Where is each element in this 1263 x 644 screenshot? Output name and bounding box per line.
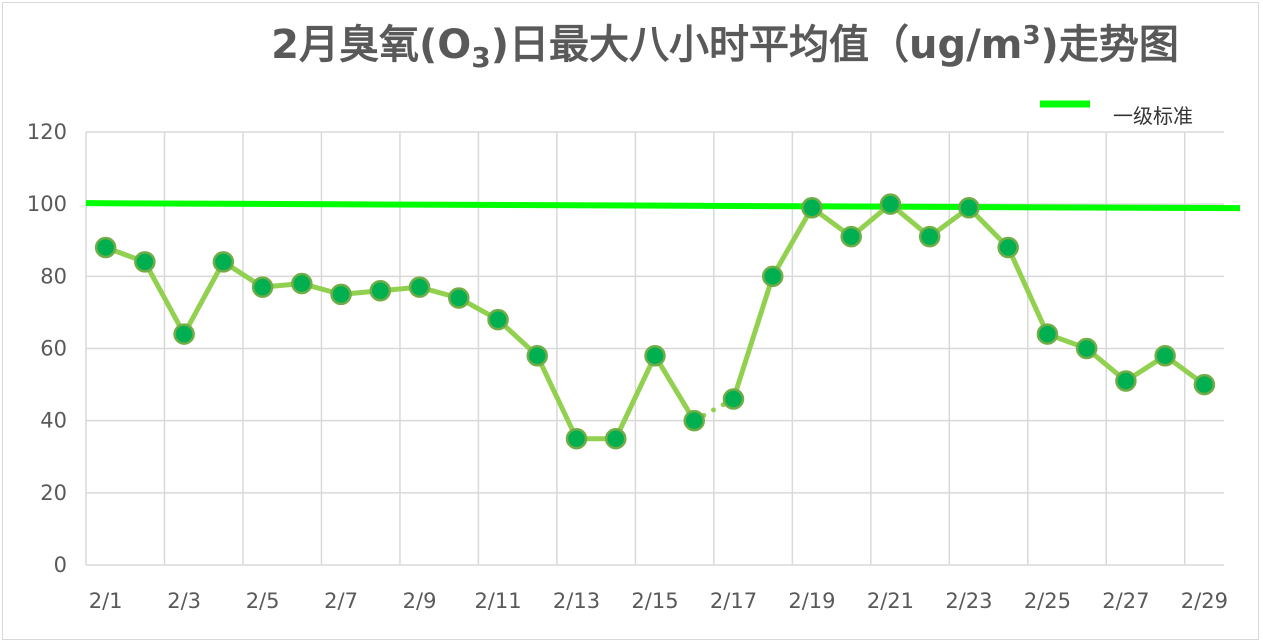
data-point <box>565 427 588 450</box>
y-tick-label: 80 <box>40 264 67 288</box>
x-tick-label: 2/7 <box>324 589 358 613</box>
data-point <box>644 344 666 367</box>
series-segment <box>613 353 658 442</box>
reference-line-first-level <box>85 200 1241 212</box>
data-point <box>212 251 235 273</box>
data-point <box>291 272 313 295</box>
series-segment <box>181 259 226 337</box>
series-segment <box>1005 244 1050 337</box>
y-tick-label: 40 <box>40 409 67 433</box>
y-axis-ticks: 0 20 40 60 80 100 120 <box>27 120 67 577</box>
x-tick-label: 2/23 <box>945 589 992 613</box>
y-tick-label: 120 <box>27 120 67 144</box>
data-point <box>134 251 156 273</box>
y-tick-label: 20 <box>40 481 67 505</box>
y-tick-label: 100 <box>27 192 67 216</box>
series-segment <box>652 353 697 424</box>
x-tick-label: 2/19 <box>788 589 835 613</box>
data-point <box>958 197 980 219</box>
data-point <box>879 193 902 215</box>
data-point <box>369 280 392 302</box>
data-point <box>761 265 784 288</box>
series-segment <box>534 353 580 442</box>
x-tick-label: 2/25 <box>1024 589 1071 613</box>
legend: 一级标准 <box>1040 100 1193 128</box>
series-group <box>94 193 1216 450</box>
data-point <box>1036 323 1059 345</box>
x-tick-label: 2/9 <box>403 589 437 613</box>
x-tick-label: 2/17 <box>710 589 757 613</box>
data-point <box>251 276 274 298</box>
x-tick-label: 2/5 <box>246 589 280 613</box>
data-point <box>722 388 745 410</box>
series-segment <box>730 273 776 402</box>
x-tick-label: 2/15 <box>631 589 678 613</box>
data-point <box>801 197 823 219</box>
data-point <box>683 409 705 432</box>
data-point <box>487 308 509 331</box>
data-point <box>408 276 431 298</box>
data-point <box>840 225 862 248</box>
data-point <box>448 287 470 309</box>
y-tick-label: 0 <box>54 553 67 577</box>
data-point <box>526 344 549 367</box>
data-point <box>918 225 941 248</box>
chart-title: 2月臭氧(O3)日最大八小时平均值（ug/m3)走势图 <box>271 21 1179 74</box>
series-segment <box>770 205 815 279</box>
data-point <box>605 427 627 450</box>
data-point <box>173 323 195 345</box>
x-tick-label: 2/29 <box>1181 589 1228 613</box>
x-tick-label: 2/1 <box>89 589 123 613</box>
data-point <box>1193 373 1216 396</box>
x-axis-ticks: 2/1 2/3 2/5 2/7 2/9 2/11 2/13 2/15 2/17 2/19 2/21 2… <box>89 589 1228 613</box>
y-tick-label: 60 <box>40 337 67 361</box>
data-point <box>94 236 117 259</box>
series-segment <box>142 259 187 337</box>
x-tick-label: 2/3 <box>167 589 201 613</box>
x-tick-label: 2/11 <box>474 589 521 613</box>
x-tick-label: 2/27 <box>1102 589 1149 613</box>
data-point <box>1075 337 1098 360</box>
reference-line-group <box>85 200 1241 212</box>
data-point <box>330 283 352 306</box>
legend-label: 一级标准 <box>1113 104 1193 128</box>
data-point <box>1115 370 1137 392</box>
x-tick-label: 2/13 <box>553 589 600 613</box>
data-point <box>997 236 1019 259</box>
series-segment <box>691 396 736 424</box>
data-point <box>1154 344 1176 367</box>
x-tick-label: 2/21 <box>867 589 914 613</box>
